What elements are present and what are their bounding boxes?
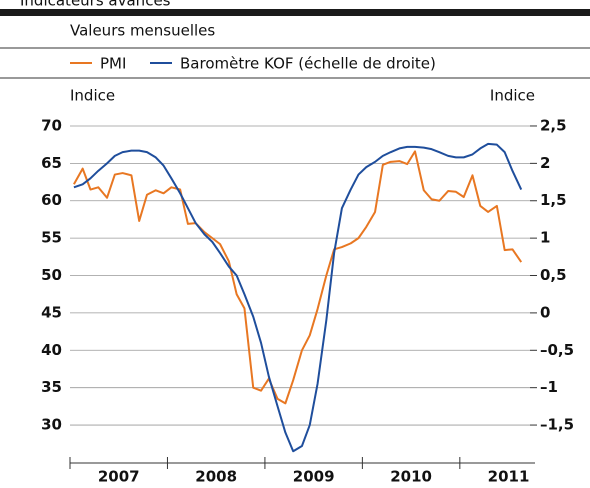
y2-tick-label: –1 — [540, 378, 558, 396]
y2-tick-label: –1,5 — [540, 416, 574, 434]
y-tick-label: 55 — [41, 229, 62, 247]
legend-label: Baromètre KOF (échelle de droite) — [180, 55, 436, 73]
header-bar — [0, 9, 590, 16]
header: Indicateurs avancés — [20, 0, 171, 10]
subtitle: Valeurs mensuelles — [70, 22, 215, 40]
y-tick-label: 40 — [41, 341, 62, 359]
y2-tick-label: 1,5 — [540, 191, 567, 209]
y2-tick-label: 2 — [540, 154, 550, 172]
y-tick-label: 50 — [41, 266, 62, 284]
x-tick-label: 2011 — [488, 468, 530, 486]
y-tick-label: 30 — [41, 416, 62, 434]
y-axis-label: Indice — [70, 87, 115, 105]
y-tick-label: 65 — [41, 154, 62, 172]
legend-label: PMI — [100, 55, 126, 73]
x-tick-label: 2007 — [98, 468, 140, 486]
series-line — [73, 142, 523, 453]
y-tick-label: 35 — [41, 378, 62, 396]
x-tick-label: 2008 — [195, 468, 237, 486]
y-tick-label: 70 — [41, 116, 62, 134]
series-line — [73, 150, 523, 405]
y2-axis-label: Indice — [490, 87, 535, 105]
y2-tick-label: –0,5 — [540, 341, 574, 359]
x-tick-label: 2010 — [390, 468, 432, 486]
y2-tick-label: 2,5 — [540, 116, 567, 134]
y-tick-label: 45 — [41, 303, 62, 321]
y2-tick-label: 1 — [540, 229, 550, 247]
y2-tick-label: 0 — [540, 303, 550, 321]
y2-tick-label: 0,5 — [540, 266, 567, 284]
y-tick-label: 60 — [41, 191, 62, 209]
x-tick-label: 2009 — [293, 468, 335, 486]
